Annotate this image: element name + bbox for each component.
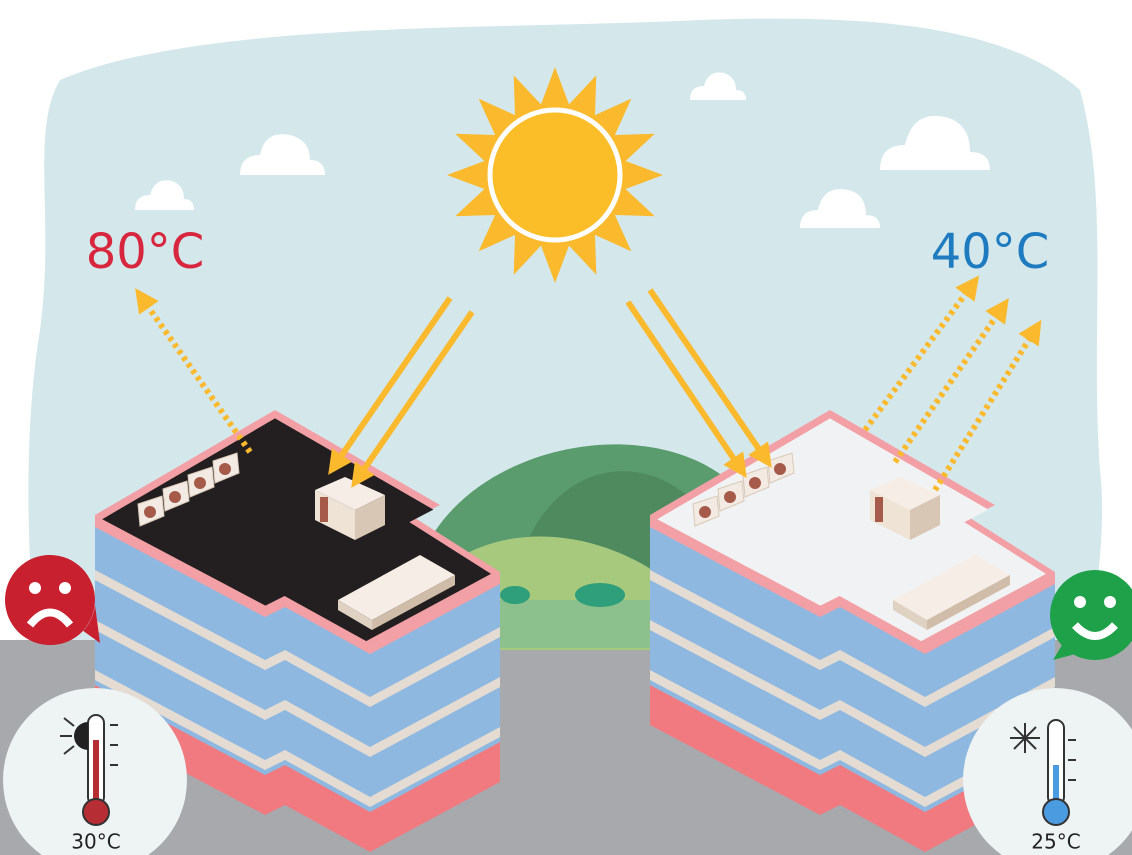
- indoor-temperature: 30°C: [71, 830, 120, 854]
- ac-fan: [144, 506, 156, 518]
- stair-box-top: [315, 477, 385, 510]
- wall-band: [820, 595, 840, 617]
- wall-band: [650, 670, 820, 770]
- door: [320, 497, 328, 522]
- slab-side: [372, 575, 455, 630]
- wall-band: [840, 700, 925, 757]
- wall-band: [925, 627, 1055, 707]
- slab-top: [893, 555, 1010, 620]
- reflected-arrows: [135, 275, 1042, 492]
- wall-band: [95, 620, 265, 720]
- wall-band: [265, 750, 285, 770]
- wall-band: [95, 515, 265, 617]
- ac-fan: [724, 491, 736, 503]
- roof-temperature: 80°C: [86, 224, 205, 280]
- slab-side: [927, 575, 1010, 630]
- wall-band: [95, 670, 265, 770]
- clouds: [135, 72, 990, 228]
- slab-top: [338, 555, 455, 620]
- wall-band: [370, 572, 500, 654]
- wall-band: [925, 572, 1055, 654]
- ac-fan: [774, 463, 786, 475]
- wall-band: [650, 570, 820, 670]
- ac-fan: [194, 477, 206, 489]
- wall-band: [265, 595, 285, 617]
- ac-fan: [699, 506, 711, 518]
- wall-band: [265, 700, 285, 720]
- wall-band: [370, 627, 500, 707]
- wall-band: [95, 570, 265, 670]
- slab-side: [893, 600, 927, 630]
- wall-band: [820, 765, 840, 815]
- stair-box-right: [910, 495, 940, 540]
- hot-thermometer: 30°C: [3, 688, 187, 855]
- wall-band: [650, 515, 820, 617]
- sun: [447, 67, 663, 283]
- wall-band: [285, 750, 370, 807]
- roof-temperature: 40°C: [931, 224, 1050, 280]
- wall-band: [370, 727, 500, 807]
- happy-face: [1050, 570, 1132, 660]
- wall-band: [820, 700, 840, 720]
- stair-box-right: [355, 495, 385, 540]
- wall-band: [840, 765, 925, 852]
- wall-band: [265, 765, 285, 815]
- wall-band: [820, 650, 840, 670]
- wall-band: [285, 765, 370, 852]
- wall-band: [370, 742, 500, 852]
- stair-box-top: [870, 477, 940, 510]
- cold-thermometer: 25°C: [963, 688, 1132, 855]
- building: [650, 410, 1055, 852]
- ac-fan: [169, 491, 181, 503]
- wall-band: [840, 595, 925, 654]
- ac-fan: [219, 463, 231, 475]
- wall-band: [370, 677, 500, 757]
- wall-band: [650, 685, 820, 815]
- wall-band: [840, 750, 925, 807]
- wall-band: [820, 750, 840, 770]
- wall-band: [285, 700, 370, 757]
- wall-band: [285, 650, 370, 707]
- door: [875, 497, 883, 522]
- sad-face: [5, 555, 100, 645]
- ac-fan: [749, 477, 761, 489]
- sun-arrows: [328, 288, 772, 488]
- indoor-temperature: 25°C: [1031, 830, 1080, 854]
- wall-band: [265, 650, 285, 670]
- wall-band: [650, 620, 820, 720]
- wall-band: [840, 650, 925, 707]
- slab-side: [338, 600, 372, 630]
- wall-band: [285, 595, 370, 654]
